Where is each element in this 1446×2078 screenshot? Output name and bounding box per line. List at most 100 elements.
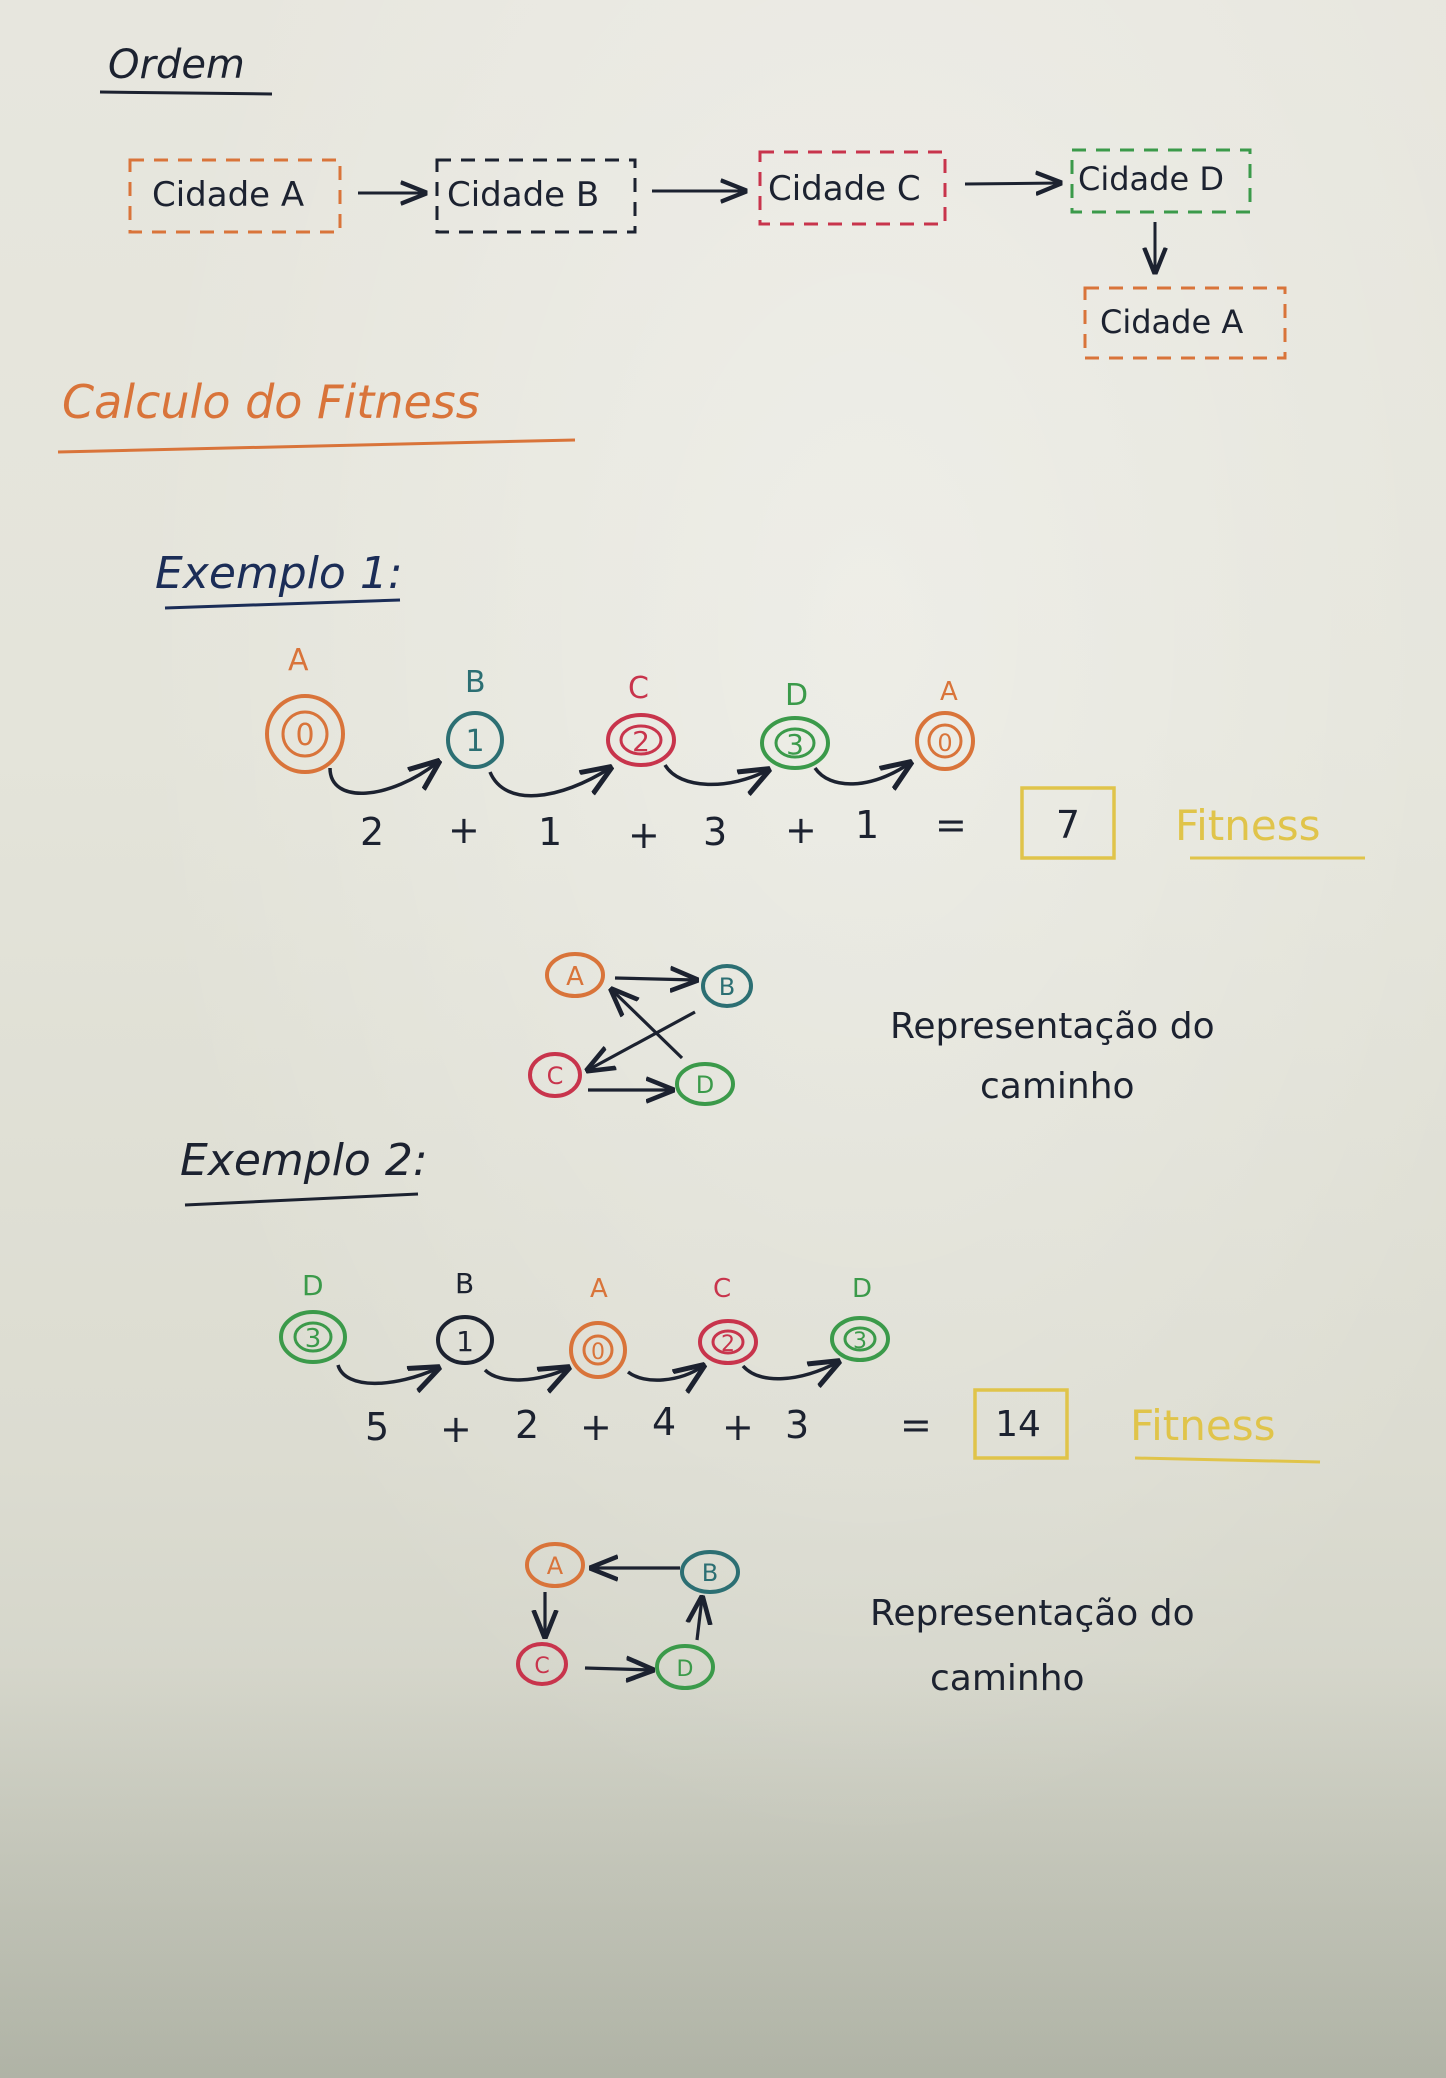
ex1-graph-node-a: A — [545, 952, 605, 998]
example2-underline — [184, 1192, 419, 1207]
ex1-node-4: D 3 — [760, 678, 830, 770]
city-box-a: Cidade A — [128, 158, 342, 234]
ex1-node-2: B 1 — [446, 665, 504, 769]
ex2-graph-c-label: C — [534, 1654, 549, 1679]
ex1-node-2-number: 1 — [465, 724, 484, 759]
ex1-term-2: 1 — [538, 810, 562, 854]
ex1-equals: = — [935, 803, 967, 847]
ex1-graph-a-label: A — [566, 962, 584, 992]
ex2-node-2-letter: B — [455, 1267, 474, 1300]
fitness-section-title: Calculo do Fitness — [62, 375, 480, 429]
ex2-caption: Representação do caminho — [870, 1593, 1195, 1699]
ex2-graph-b-label: B — [702, 1559, 718, 1587]
ex1-graph-node-b: B — [701, 964, 753, 1008]
ex2-caption-line2: caminho — [930, 1658, 1085, 1699]
ex2-equals: = — [900, 1403, 932, 1447]
ex2-node-5-letter: D — [852, 1274, 872, 1304]
ex2-node-1: D 3 — [279, 1269, 347, 1364]
ex2-op-1: + — [440, 1407, 472, 1451]
fitness-section-underline — [57, 438, 576, 454]
ex1-fitness-label: Fitness — [1175, 801, 1320, 850]
ex2-equation: 5 + 2 + 4 + 3 = — [365, 1400, 932, 1451]
city-b-label: Cidade B — [447, 175, 599, 215]
ex1-term-4: 1 — [855, 803, 879, 847]
ex2-graph-d-label: D — [677, 1657, 694, 1682]
ex1-node-5-number: 0 — [937, 729, 952, 757]
ex2-node-4-number: 2 — [721, 1332, 735, 1357]
ex2-graph-node-b: B — [680, 1550, 740, 1594]
ex1-node-1-number: 0 — [295, 718, 314, 753]
ex2-node-5-number: 3 — [853, 1329, 867, 1354]
city-a-label: Cidade A — [152, 175, 304, 215]
ex1-node-3-number: 2 — [632, 725, 650, 758]
ex1-result: 7 — [1056, 803, 1080, 847]
ex2-graph-node-c: C — [516, 1642, 568, 1686]
ex2-node-2-number: 1 — [456, 1325, 474, 1358]
ex2-node-2: B 1 — [436, 1267, 494, 1365]
ex2-op-2: + — [580, 1405, 612, 1449]
ex2-transition-arrows — [336, 1362, 838, 1383]
ordem-title: Ordem — [108, 42, 245, 88]
ex2-term-2: 2 — [515, 1403, 539, 1447]
city-box-c: Cidade C — [758, 150, 947, 226]
ex1-op-1: + — [448, 808, 480, 852]
ex1-op-2: + — [628, 813, 660, 857]
ex1-node-2-letter: B — [465, 665, 486, 700]
ex1-caption: Representação do caminho — [890, 1006, 1215, 1107]
ex2-node-1-number: 3 — [305, 1324, 322, 1354]
example2-title: Exemplo 2: — [180, 1135, 428, 1186]
ex2-result: 14 — [995, 1404, 1041, 1445]
city-return-label: Cidade A — [1100, 303, 1243, 341]
ex2-op-3: + — [722, 1405, 754, 1449]
ex2-term-3: 4 — [652, 1400, 676, 1444]
ex2-caption-line1: Representação do — [870, 1593, 1195, 1634]
ex1-term-1: 2 — [360, 810, 384, 854]
ex2-node-3: A 0 — [569, 1274, 627, 1379]
ex1-node-4-number: 3 — [786, 728, 804, 761]
ex2-term-4: 3 — [785, 1403, 809, 1447]
ex1-graph-edges — [588, 978, 696, 1090]
ex2-node-4-letter: C — [713, 1274, 731, 1304]
ex2-node-3-letter: A — [590, 1274, 608, 1304]
ordem-arrow-3 — [964, 183, 1060, 184]
city-box-return: Cidade A — [1083, 286, 1287, 360]
ex1-caption-line1: Representação do — [890, 1006, 1215, 1047]
ex2-node-5: D 3 — [830, 1274, 890, 1362]
city-box-d: Cidade D — [1070, 148, 1252, 214]
ex1-node-3-letter: C — [628, 671, 649, 706]
ex1-graph-node-c: C — [528, 1052, 582, 1098]
ex2-node-1-letter: D — [302, 1269, 324, 1302]
ex2-fitness-label: Fitness — [1130, 1401, 1275, 1450]
ex2-graph-node-d: D — [655, 1644, 715, 1690]
example1-underline — [164, 598, 401, 610]
ex2-graph-edges — [545, 1568, 702, 1670]
ex2-graph-node-a: A — [525, 1542, 585, 1588]
ex1-equation: 2 + 1 + 3 + 1 = — [360, 803, 967, 857]
ex1-graph-node-d: D — [675, 1062, 735, 1106]
ex1-result-box: 7 — [1020, 786, 1116, 860]
ex2-path-graph: A B C D — [516, 1542, 740, 1690]
ex1-node-1-letter: A — [288, 643, 309, 678]
example1-title: Exemplo 1: — [155, 548, 403, 599]
ex2-node-4: C 2 — [698, 1274, 758, 1365]
ex2-term-1: 5 — [365, 1405, 389, 1449]
ex1-node-1: A 0 — [265, 643, 345, 774]
ex1-graph-d-label: D — [696, 1071, 714, 1099]
ex1-graph-b-label: B — [719, 973, 735, 1001]
city-c-label: Cidade C — [768, 169, 921, 209]
ex1-term-3: 3 — [703, 810, 727, 854]
ex1-op-3: + — [785, 808, 817, 852]
ex1-node-5: A 0 — [915, 677, 975, 771]
ordem-underline — [99, 90, 273, 96]
ex1-node-4-letter: D — [785, 678, 808, 713]
ex1-path-graph: A B C D — [528, 952, 753, 1106]
city-box-b: Cidade B — [435, 158, 637, 234]
ex1-graph-c-label: C — [547, 1062, 564, 1090]
ex1-node-3: C 2 — [606, 671, 676, 767]
ex1-caption-line2: caminho — [980, 1066, 1135, 1107]
ex1-transition-arrows — [328, 762, 910, 798]
ex2-node-3-number: 0 — [591, 1340, 605, 1365]
city-d-label: Cidade D — [1078, 160, 1224, 198]
